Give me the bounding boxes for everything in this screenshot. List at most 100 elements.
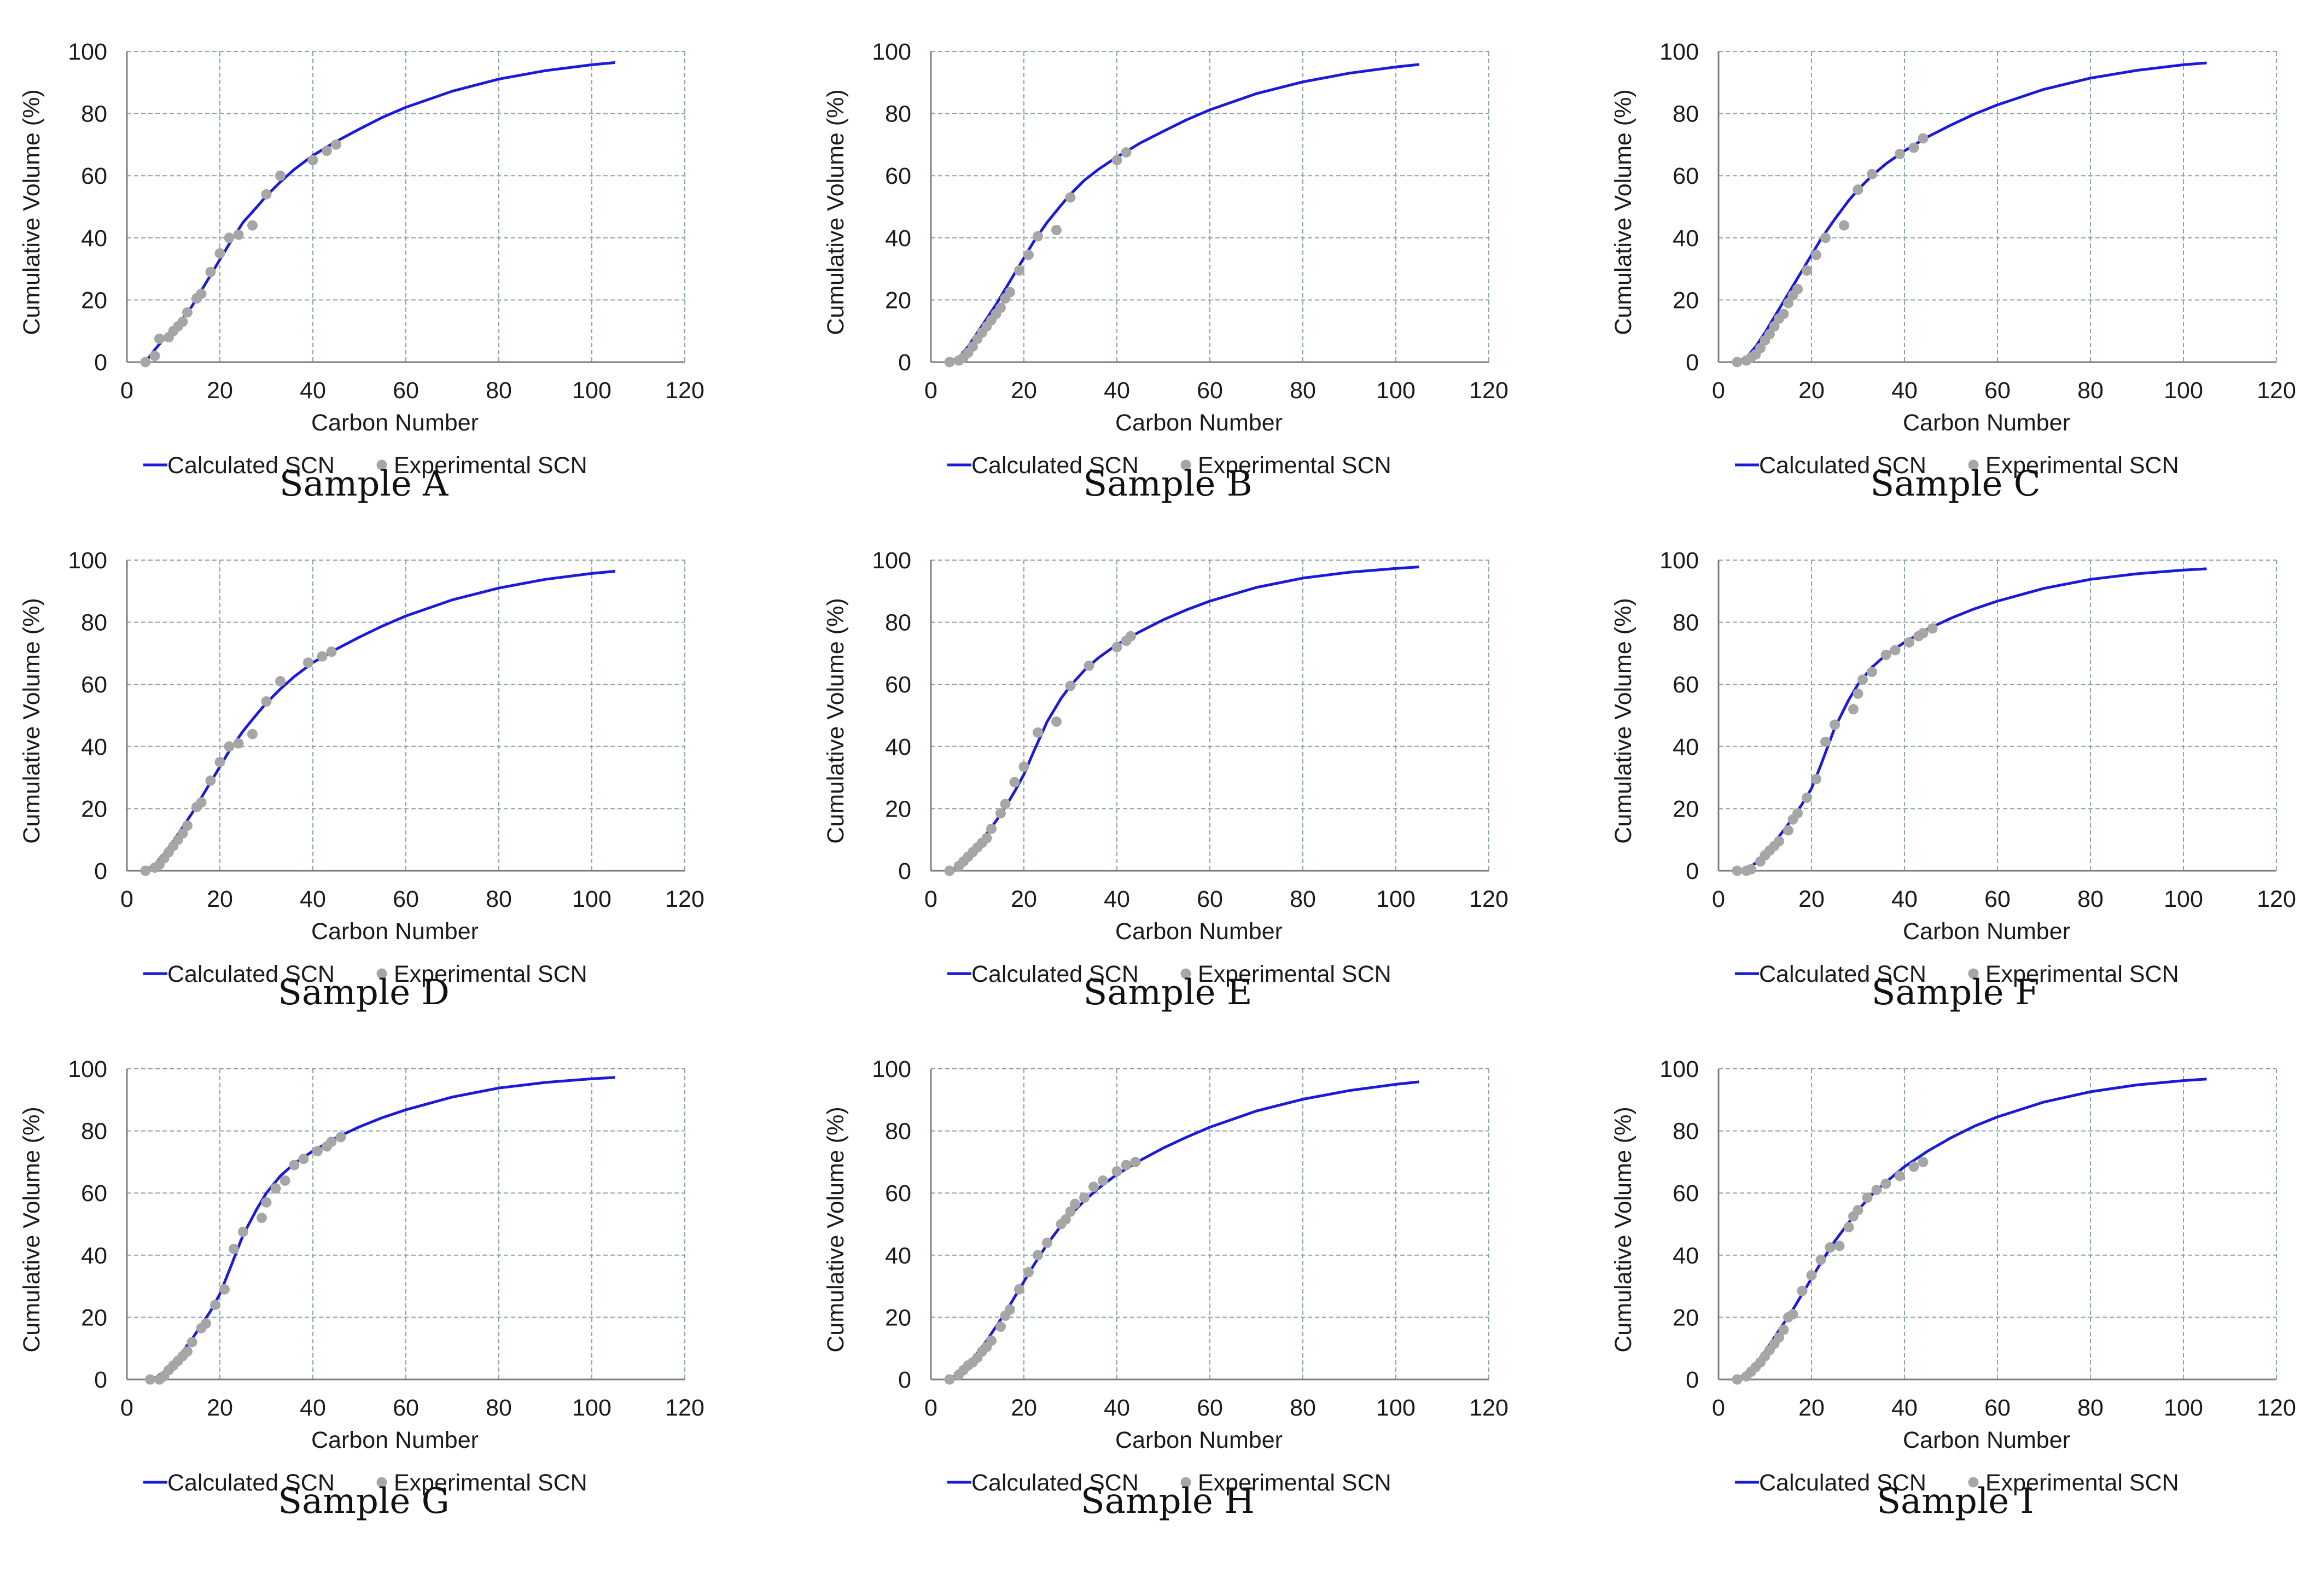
experimental-scn-point: [1867, 666, 1877, 677]
experimental-scn-point: [1065, 680, 1076, 691]
experimental-scn-point: [1764, 329, 1775, 340]
experimental-scn-point: [995, 1321, 1006, 1332]
y-tick-label: 60: [1673, 163, 1699, 189]
sample-caption: Sample D: [278, 973, 450, 1013]
chart-panel: 0 20 40 60 80 100 120 0 20 40 60 80 100 Carbon Number…: [804, 1017, 1592, 1526]
y-tick-label: 0: [94, 350, 107, 376]
experimental-scn-point: [1033, 1250, 1043, 1261]
experimental-scn-point: [335, 1132, 346, 1143]
y-tick-label: 40: [885, 1243, 911, 1269]
x-tick-label: 100: [2164, 886, 2203, 912]
experimental-scn-point: [1033, 727, 1043, 738]
x-axis-label: Carbon Number: [1903, 918, 2070, 945]
experimental-scn-point: [1880, 649, 1891, 660]
x-tick-label: 120: [1469, 377, 1508, 404]
experimental-scn-point: [145, 1374, 155, 1385]
legend-experimental-label: Experimental SCN: [1198, 961, 1391, 987]
y-tick-label: 60: [885, 672, 911, 698]
legend-marker-swatch: [1968, 459, 1979, 470]
y-axis-label: Cumulative Volume (%): [19, 89, 45, 335]
x-tick-label: 20: [1011, 377, 1037, 404]
chart-panel: 0 20 40 60 80 100 120 0 20 40 60 80 100 Carbon Number…: [0, 0, 788, 509]
experimental-scn-point: [1065, 192, 1076, 203]
experimental-scn-point: [1005, 287, 1015, 298]
x-tick-label: 60: [1984, 886, 2011, 912]
experimental-scn-point: [1005, 1304, 1015, 1315]
y-tick-label: 80: [1673, 610, 1699, 636]
experimental-scn-point: [944, 865, 955, 876]
experimental-scn-point: [1820, 736, 1831, 747]
experimental-scn-point: [944, 357, 955, 368]
sample-caption: Sample E: [1083, 973, 1253, 1013]
experimental-scn-point: [1908, 142, 1919, 153]
experimental-scn-point: [238, 1226, 248, 1237]
x-tick-label: 100: [1376, 377, 1416, 404]
experimental-scn-point: [187, 1337, 197, 1348]
x-tick-label: 80: [486, 377, 512, 404]
experimental-scn-point: [214, 248, 225, 259]
y-tick-label: 40: [81, 225, 107, 252]
y-tick-label: 0: [898, 1367, 911, 1393]
experimental-scn-point: [1862, 1192, 1873, 1203]
x-tick-label: 0: [120, 886, 133, 912]
legend-marker-swatch: [1180, 1477, 1191, 1488]
y-tick-label: 100: [1659, 1056, 1699, 1082]
experimental-scn-point: [177, 828, 188, 839]
experimental-scn-point: [201, 1318, 211, 1329]
sample-caption: Sample H: [1080, 1481, 1255, 1522]
chart-panel: 0 20 40 60 80 100 120 0 20 40 60 80 100 Carbon Number…: [1592, 0, 2324, 509]
y-axis-label: Cumulative Volume (%): [1610, 1107, 1636, 1352]
experimental-scn-point: [317, 651, 328, 662]
experimental-scn-point: [312, 1146, 323, 1157]
y-tick-label: 0: [1686, 350, 1699, 376]
chart-svg: 0 20 40 60 80 100 120 0 20 40 60 80 100 Carbon Number…: [823, 548, 1508, 987]
x-tick-label: 0: [1712, 377, 1725, 404]
calculated-scn-line: [144, 569, 615, 872]
experimental-scn-point: [1895, 1171, 1905, 1181]
experimental-scn-point: [986, 823, 997, 834]
y-tick-label: 0: [898, 350, 911, 376]
legend-marker-swatch: [1968, 1477, 1979, 1488]
experimental-scn-point: [1018, 761, 1029, 772]
experimental-scn-point: [1802, 793, 1812, 803]
y-tick-label: 0: [1686, 1367, 1699, 1393]
experimental-scn-point: [1014, 265, 1024, 276]
experimental-scn-point: [233, 229, 244, 240]
experimental-scn-point: [149, 351, 160, 362]
y-tick-label: 60: [1673, 672, 1699, 698]
y-tick-label: 20: [1673, 796, 1699, 822]
experimental-scn-point: [1918, 1156, 1929, 1167]
sample-caption: Sample B: [1083, 464, 1253, 504]
experimental-scn-point: [1769, 321, 1780, 332]
calculated-scn-line: [948, 566, 1419, 872]
x-tick-label: 0: [120, 1395, 133, 1421]
x-tick-label: 0: [924, 1395, 937, 1421]
y-axis-label: Cumulative Volume (%): [1610, 598, 1636, 843]
experimental-scn-point: [140, 865, 151, 876]
experimental-scn-point: [177, 316, 188, 327]
calculated-scn-line: [948, 1080, 1419, 1381]
y-tick-label: 40: [81, 734, 107, 760]
experimental-scn-point: [1918, 133, 1929, 144]
y-tick-label: 40: [1673, 225, 1699, 252]
experimental-scn-point: [1111, 1166, 1122, 1177]
y-axis-label: Cumulative Volume (%): [1610, 89, 1636, 335]
experimental-scn-point: [1732, 865, 1743, 876]
y-tick-label: 20: [1673, 287, 1699, 313]
y-tick-label: 20: [81, 796, 107, 822]
y-tick-label: 40: [1673, 1243, 1699, 1269]
experimental-scn-point: [214, 756, 225, 767]
experimental-scn-point: [1023, 1267, 1034, 1278]
legend-experimental-label: Experimental SCN: [1198, 1470, 1391, 1496]
x-tick-label: 60: [393, 377, 419, 404]
x-tick-label: 80: [1290, 886, 1316, 912]
y-tick-label: 100: [872, 39, 911, 65]
experimental-scn-point: [182, 820, 193, 831]
y-axis-label: Cumulative Volume (%): [823, 89, 849, 335]
y-tick-label: 40: [885, 734, 911, 760]
chart-panel: 0 20 40 60 80 100 120 0 20 40 60 80 100 Carbon Number…: [804, 0, 1592, 509]
experimental-scn-point: [1051, 716, 1062, 727]
x-tick-label: 100: [2164, 1395, 2203, 1421]
experimental-scn-point: [307, 155, 318, 166]
calculated-scn-line: [145, 1076, 615, 1381]
